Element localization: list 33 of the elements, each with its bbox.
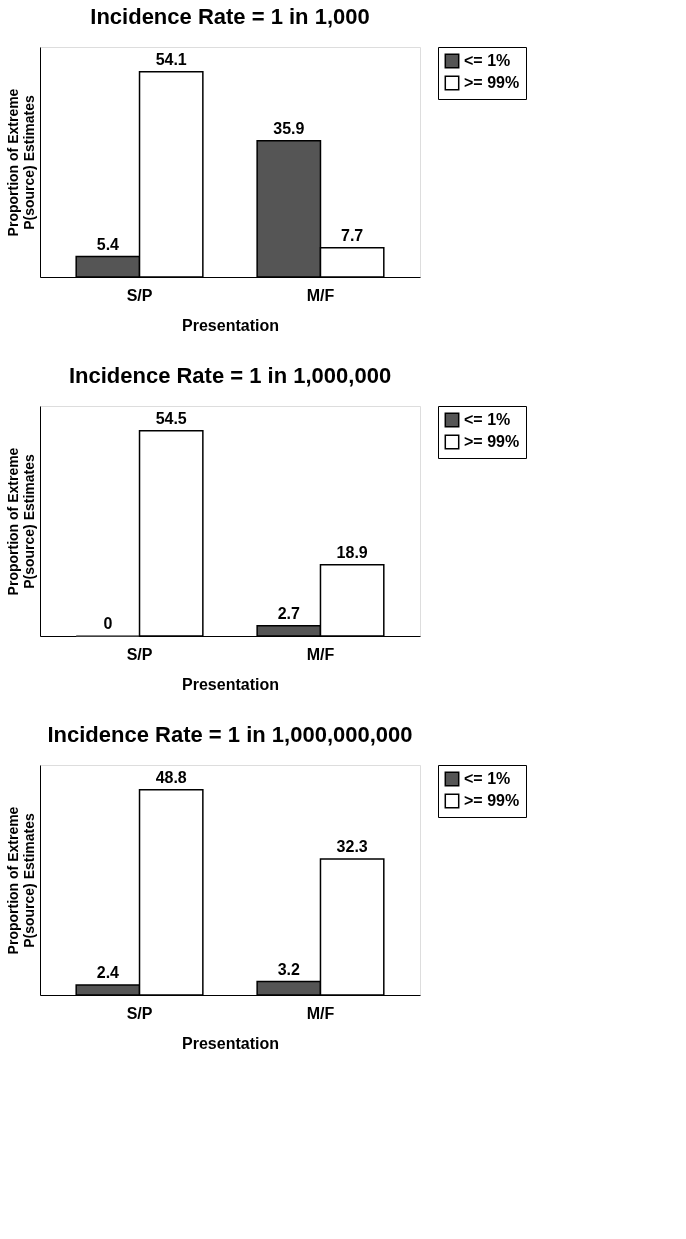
chart-title: Incidence Rate = 1 in 1,000,000,000 xyxy=(47,721,413,747)
x-axis-title: Presentation xyxy=(182,316,279,334)
x-tick-label: S/P xyxy=(126,1004,153,1022)
data-label: 48.8 xyxy=(155,768,187,786)
y-axis-title: Proportion of Extreme P(source) Estimates xyxy=(4,806,37,955)
data-label: 2.4 xyxy=(96,963,120,981)
chart-title: Incidence Rate = 1 in 1,000,000 xyxy=(68,362,392,388)
data-label: 3.2 xyxy=(277,960,301,978)
data-label: 18.9 xyxy=(336,543,368,561)
legend-label: >= 99% xyxy=(464,433,520,450)
legend-label: >= 99% xyxy=(464,74,520,91)
x-tick-label: M/F xyxy=(306,1004,335,1022)
x-tick-label: S/P xyxy=(126,645,153,663)
legend-label: <= 1% xyxy=(464,770,511,787)
legend-label: <= 1% xyxy=(464,52,511,69)
data-label: 32.3 xyxy=(336,838,368,856)
data-label: 54.1 xyxy=(155,50,187,68)
y-axis-title: Proportion of Extreme P(source) Estimates xyxy=(4,447,37,596)
data-label: 7.7 xyxy=(341,226,364,244)
data-label: 5.4 xyxy=(96,235,120,253)
legend-label: >= 99% xyxy=(464,792,520,809)
legend-label: <= 1% xyxy=(464,411,511,428)
data-label: 35.9 xyxy=(273,119,305,137)
x-tick-label: M/F xyxy=(306,645,335,663)
data-label: 0 xyxy=(103,615,113,632)
x-tick-label: S/P xyxy=(126,286,153,304)
x-tick-label: M/F xyxy=(306,286,335,304)
x-axis-title: Presentation xyxy=(182,675,279,693)
x-axis-title: Presentation xyxy=(182,1034,279,1052)
data-label: 54.5 xyxy=(155,409,187,427)
y-axis-title: Proportion of Extreme P(source) Estimates xyxy=(4,88,37,237)
data-label: 2.7 xyxy=(277,604,301,622)
chart-title: Incidence Rate = 1 in 1,000 xyxy=(90,3,370,29)
